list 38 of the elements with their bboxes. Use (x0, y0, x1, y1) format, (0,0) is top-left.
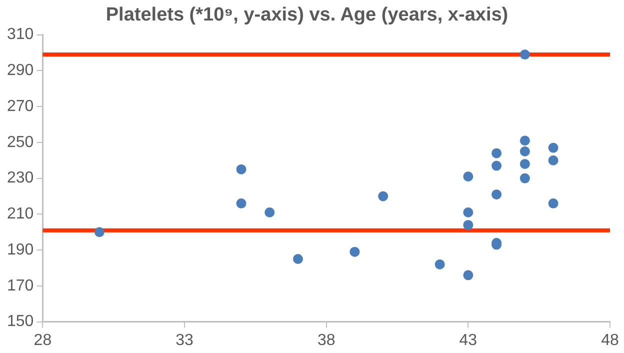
y-tick-label: 310 (6, 26, 34, 44)
point (236, 164, 246, 174)
point (520, 173, 530, 184)
point (434, 259, 445, 270)
point (264, 207, 275, 218)
point (492, 189, 502, 200)
point (548, 155, 558, 166)
point (520, 146, 530, 156)
point (463, 172, 474, 182)
point (548, 142, 558, 153)
y-tick-label: 230 (6, 170, 34, 187)
point (236, 198, 246, 208)
x-tick-label: 33 (176, 332, 194, 349)
x-tick-label: 43 (459, 332, 478, 349)
y-tick-label: 250 (6, 134, 34, 151)
x-tick-label: 48 (601, 332, 619, 349)
y-tick-label: 270 (6, 98, 34, 115)
x-tick-label: 38 (317, 332, 336, 349)
point (520, 136, 530, 146)
y-tick-label: 290 (6, 62, 34, 80)
point (520, 158, 530, 169)
x-tick-label: 28 (34, 332, 52, 349)
y-tick-label: 150 (6, 313, 34, 330)
y-tick-label: 190 (6, 241, 34, 258)
point (492, 148, 502, 158)
y-tick-label: 170 (6, 277, 34, 294)
point (463, 220, 474, 230)
point (492, 160, 502, 171)
point (292, 254, 303, 264)
point (463, 207, 474, 218)
chart-title: Platelets (*10⁹, y-axis) vs. Age (years, x-axis) (106, 4, 508, 26)
point (520, 50, 530, 60)
point (350, 246, 360, 257)
y-tick-label: 210 (6, 206, 34, 223)
point (463, 270, 474, 280)
point (94, 227, 104, 238)
point (548, 198, 558, 208)
point (378, 191, 388, 202)
